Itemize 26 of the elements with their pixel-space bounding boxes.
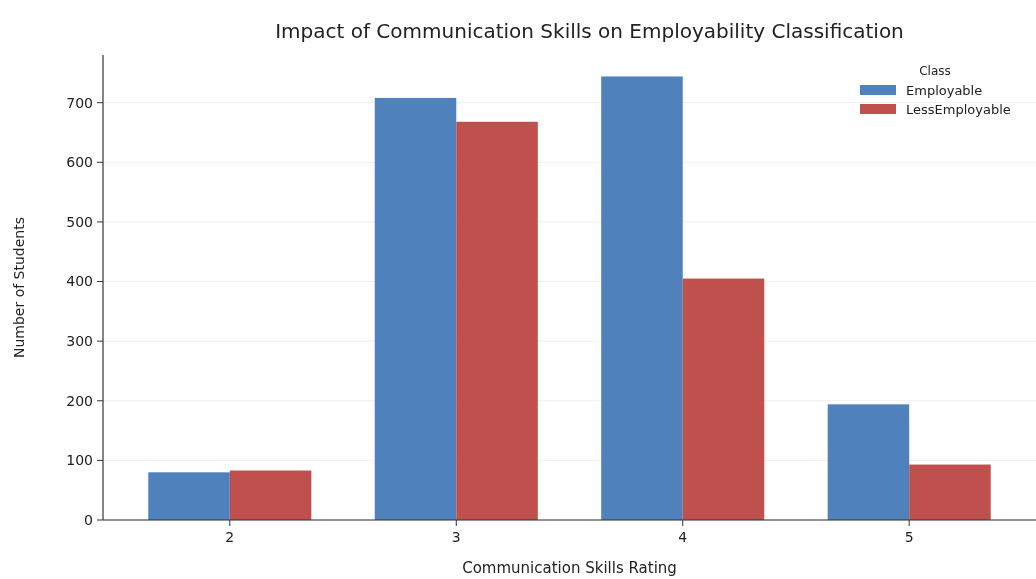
x-axis-title: Communication Skills Rating — [462, 559, 677, 577]
y-tick-label: 600 — [66, 154, 93, 171]
bar — [148, 472, 230, 520]
bar — [601, 76, 683, 520]
y-tick-label: 100 — [66, 452, 93, 469]
x-tick-label: 3 — [451, 529, 461, 545]
legend-label: Employable — [906, 82, 983, 98]
legend-title: Class — [919, 64, 951, 78]
y-tick-label: 200 — [66, 392, 93, 409]
bar — [909, 464, 991, 520]
y-axis-title: Number of Students — [11, 216, 27, 359]
y-tick-label: 700 — [66, 94, 93, 111]
bar — [456, 121, 538, 520]
x-tick-label: 2 — [225, 529, 235, 545]
bar — [827, 404, 910, 520]
y-tick-label: 300 — [66, 333, 93, 350]
y-tick-label: 500 — [66, 213, 93, 230]
x-tick-label: 5 — [904, 529, 914, 545]
bar — [374, 97, 457, 520]
x-tick-label: 4 — [678, 529, 688, 545]
y-tick-label: 400 — [66, 273, 93, 290]
legend-label: LessEmployable — [906, 101, 1011, 117]
bar — [682, 278, 765, 520]
y-tick-label: 0 — [84, 511, 93, 528]
bar — [229, 470, 312, 520]
chart-title: Impact of Communication Skills on Employability Classification — [275, 19, 904, 43]
